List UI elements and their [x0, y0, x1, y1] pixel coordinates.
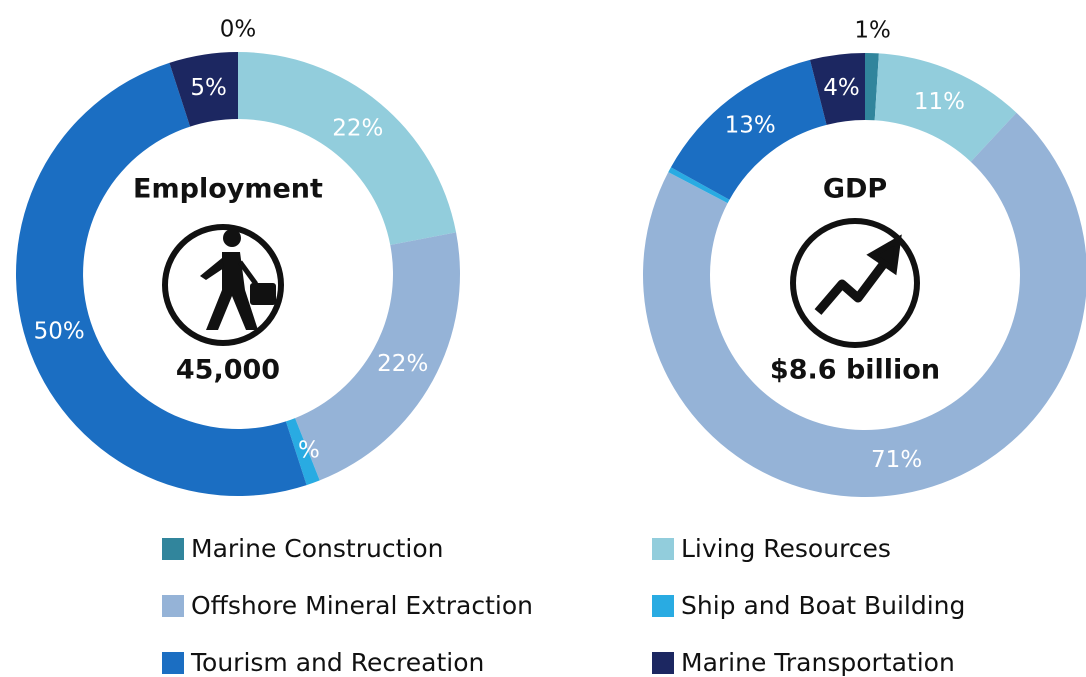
value-label: 4% [823, 75, 860, 101]
value-label: 0% [220, 17, 257, 43]
legend-swatch [652, 538, 674, 560]
legend-label: Marine Construction [191, 534, 443, 563]
slice [285, 418, 320, 486]
value-label: 50% [34, 319, 85, 345]
slice [295, 232, 460, 481]
value-label: 22% [377, 351, 428, 377]
legend-label: Tourism and Recreation [190, 648, 484, 677]
legend-swatch [652, 595, 674, 617]
slice [15, 62, 307, 497]
slice [874, 53, 1017, 162]
center-title: GDP [823, 174, 887, 205]
value-label: 13% [725, 113, 776, 139]
slice [169, 52, 238, 127]
legend-swatch [162, 652, 184, 674]
value-label: 22% [332, 116, 383, 142]
value-label: 1% [854, 18, 891, 44]
value-label: 5% [190, 75, 227, 101]
legend-label: Offshore Mineral Extraction [191, 591, 533, 620]
slice [668, 167, 730, 204]
slice [810, 53, 865, 125]
legend-swatch [652, 652, 674, 674]
legend-label: Living Resources [681, 534, 891, 563]
legend-swatch [162, 595, 184, 617]
value-label: 11% [914, 89, 965, 115]
center-value: $8.6 billion [770, 355, 940, 386]
legend-swatch [162, 538, 184, 560]
slice [670, 59, 827, 200]
center-value: 45,000 [176, 355, 280, 386]
center-title: Employment [133, 174, 323, 205]
slice [238, 52, 457, 245]
legend-label: Marine Transportation [681, 648, 955, 677]
employment-icon [162, 224, 284, 346]
legend-label: Ship and Boat Building [681, 591, 965, 620]
gdp-icon [790, 218, 920, 348]
value-label: 71% [871, 447, 922, 473]
slice [865, 53, 879, 121]
slice [643, 112, 1086, 498]
